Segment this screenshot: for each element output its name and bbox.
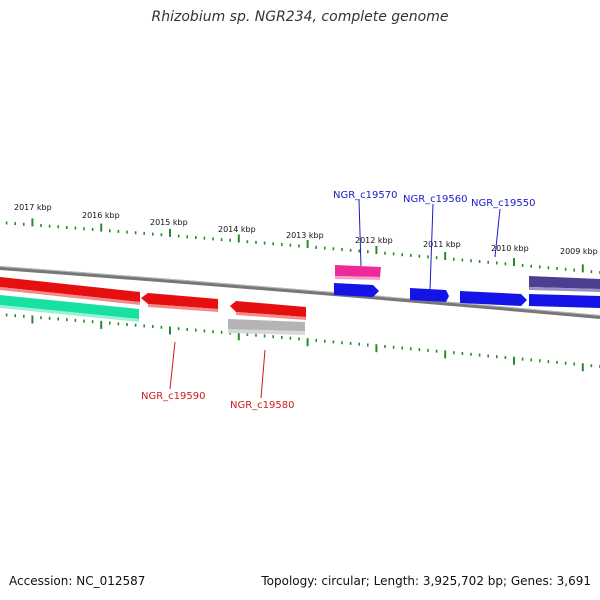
genome-backbone xyxy=(0,266,600,319)
kbp-label-2015: 2015 kbp xyxy=(150,218,188,227)
gene-reverse-red-2[interactable] xyxy=(230,301,306,317)
gene-reverse-teal-shade xyxy=(0,305,139,322)
gene-reverse-teal[interactable] xyxy=(0,295,139,319)
outer-tick-ruler xyxy=(5,218,600,274)
gene-ngr-c19550[interactable] xyxy=(460,291,527,306)
kbp-label-2011: 2011 kbp xyxy=(423,240,461,249)
genome-summary-label: Topology: circular; Length: 3,925,702 bp… xyxy=(261,574,591,588)
gene-label-ngr-c19580[interactable]: NGR_c19580 xyxy=(230,400,295,411)
gene-label-ngr-c19590[interactable]: NGR_c19590 xyxy=(141,391,206,402)
leader-ngr-c19560 xyxy=(429,203,434,291)
kbp-label-2013: 2013 kbp xyxy=(286,231,324,240)
kbp-labels: 2017 kbp 2016 kbp 2015 kbp 2014 kbp 2013… xyxy=(14,203,598,256)
kbp-label-2014: 2014 kbp xyxy=(218,225,256,234)
gene-forward-blue-right[interactable] xyxy=(529,294,600,308)
kbp-label-2012: 2012 kbp xyxy=(355,236,393,245)
gene-forward-red[interactable] xyxy=(0,277,140,302)
leader-ngr-c19550 xyxy=(494,208,501,258)
gene-ngr-c19580-shade xyxy=(228,329,305,335)
leader-ngr-c19590 xyxy=(169,341,176,390)
gene-label-ngr-c19560[interactable]: NGR_c19560 xyxy=(403,194,468,205)
genome-title: Rhizobium sp. NGR234, complete genome xyxy=(151,9,449,25)
gene-forward-purple[interactable] xyxy=(529,276,600,289)
gene-label-ngr-c19550[interactable]: NGR_c19550 xyxy=(471,198,536,209)
gene-label-ngr-c19570[interactable]: NGR_c19570 xyxy=(333,190,398,201)
genome-backbone-highlight xyxy=(0,266,600,316)
kbp-label-2017: 2017 kbp xyxy=(14,203,52,212)
accession-label: Accession: NC_012587 xyxy=(9,574,146,588)
gene-forward-red-shade xyxy=(0,287,140,305)
leader-ngr-c19580 xyxy=(260,349,266,399)
gene-ngr-c19560-left[interactable] xyxy=(334,283,379,297)
inner-tick-ruler xyxy=(5,313,600,372)
gene-ngr-c19570[interactable] xyxy=(335,265,381,277)
gene-reverse-red-2-shade xyxy=(236,312,306,320)
gene-ngr-c19560[interactable] xyxy=(410,288,449,302)
gene-ngr-c19590[interactable] xyxy=(141,293,218,309)
kbp-label-2009: 2009 kbp xyxy=(560,247,598,256)
gene-ngr-c19590-shade xyxy=(148,304,218,312)
kbp-label-2016: 2016 kbp xyxy=(82,211,120,220)
gene-forward-purple-shade xyxy=(529,287,600,292)
gene-ngr-c19570-shade xyxy=(335,276,380,280)
leader-ngr-c19570 xyxy=(358,199,362,267)
kbp-label-2010: 2010 kbp xyxy=(491,244,529,253)
